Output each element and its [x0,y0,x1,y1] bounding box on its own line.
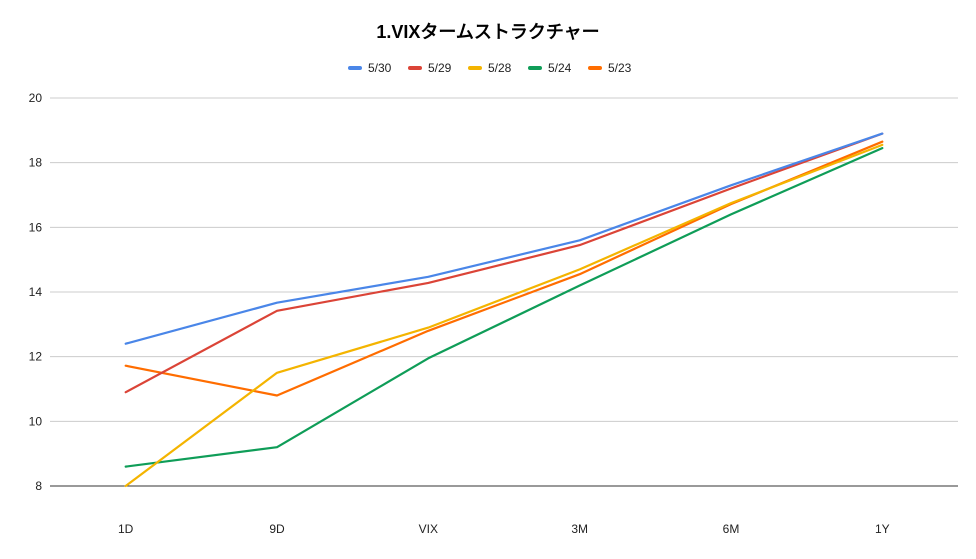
legend-swatch [348,66,362,70]
y-tick-label: 20 [29,91,43,105]
series-line-5/30 [124,132,884,345]
legend-label: 5/24 [548,61,572,75]
x-tick-label: 6M [723,522,740,536]
x-tick-label: 1Y [875,522,890,536]
legend-swatch [588,66,602,70]
y-tick-label: 8 [35,479,42,493]
y-tick-label: 16 [29,220,43,234]
grid [50,97,958,487]
legend-item: 5/30 [348,61,392,75]
legend-label: 5/30 [368,61,392,75]
legend-item: 5/23 [588,61,632,75]
series-line-5/28 [124,143,884,488]
chart-title: 1.VIXタームストラクチャー [376,22,599,42]
legend-item: 5/28 [468,61,512,75]
legend-swatch [408,66,422,70]
series-line-5/29 [124,132,884,394]
x-tick-label: 1D [118,522,134,536]
legend-swatch [468,66,482,70]
series-line-5/23 [124,140,884,397]
legend-label: 5/28 [488,61,512,75]
x-tick-label: 3M [571,522,588,536]
x-tick-label: 9D [269,522,285,536]
legend-item: 5/24 [528,61,572,75]
series-line-5/24 [124,147,884,468]
y-tick-label: 12 [29,350,43,364]
legend: 5/30 5/29 5/28 5/24 5/23 [348,61,632,75]
y-tick-label: 18 [29,156,43,170]
legend-item: 5/29 [408,61,452,75]
legend-label: 5/29 [428,61,452,75]
legend-swatch [528,66,542,70]
x-axis: 1D 9D VIX 3M 6M 1Y [118,522,890,536]
series-lines [124,132,884,488]
x-tick-label: VIX [419,522,438,536]
y-axis: 8 10 12 14 16 18 20 [29,91,43,493]
y-tick-label: 10 [29,414,43,428]
y-tick-label: 14 [29,285,43,299]
legend-label: 5/23 [608,61,632,75]
